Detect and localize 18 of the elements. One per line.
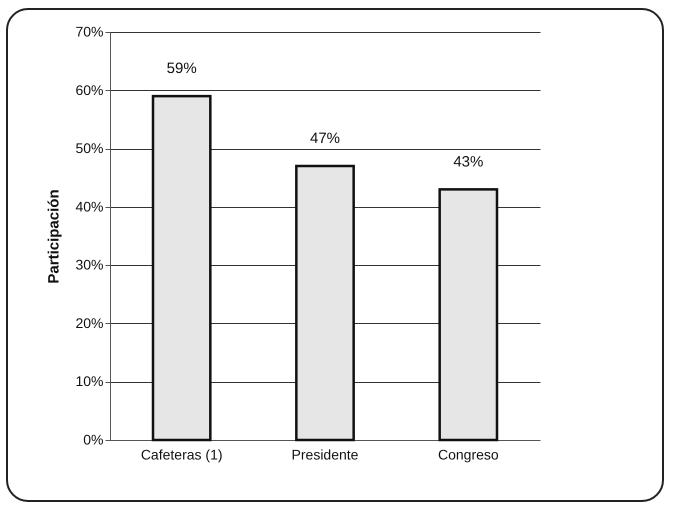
- y-tick-label: 60%: [75, 82, 104, 98]
- data-label: 47%: [310, 130, 340, 148]
- bar: [295, 164, 355, 442]
- y-tick-label: 0%: [83, 432, 104, 448]
- y-tick-label: 30%: [75, 256, 104, 273]
- y-tick-label: 10%: [75, 373, 104, 390]
- x-tick-label: Presidente: [292, 446, 359, 462]
- x-tick-label: Cafeteras (1): [140, 446, 223, 462]
- x-tick-label: Congreso: [438, 446, 499, 462]
- bar: [438, 188, 498, 442]
- y-axis-title: Participación: [45, 189, 62, 284]
- y-tick-label: 50%: [75, 140, 104, 156]
- y-tick-label: 20%: [75, 314, 104, 331]
- bar: [152, 94, 212, 442]
- y-tick-label: 70%: [75, 24, 104, 40]
- data-label: 43%: [453, 153, 484, 170]
- data-label: 59%: [166, 60, 197, 78]
- y-tick-label: 40%: [75, 198, 104, 214]
